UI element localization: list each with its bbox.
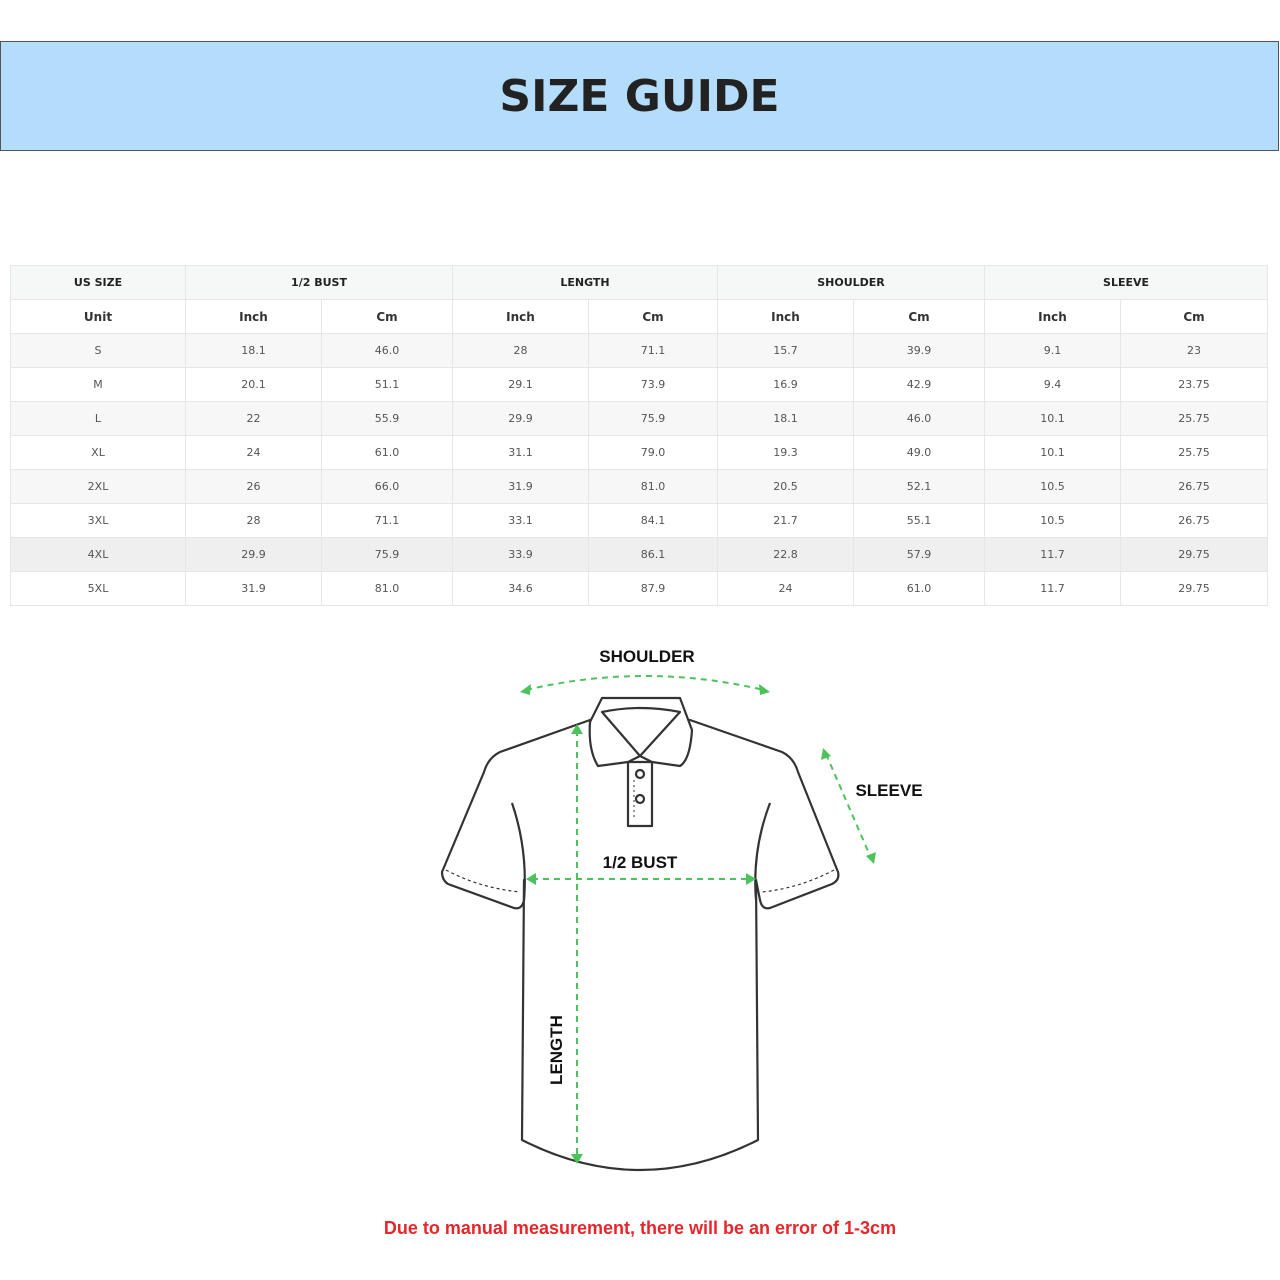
table-cell: 46.0 bbox=[852, 401, 986, 436]
unit-header: Unit bbox=[10, 299, 186, 334]
table-cell: 71.1 bbox=[588, 333, 718, 368]
shoulder-arrow bbox=[525, 675, 765, 691]
table-row: 3XL 28 71.1 33.1 84.1 21.7 55.1 10.5 26.75 bbox=[10, 503, 1269, 538]
title-banner: SIZE GUIDE bbox=[0, 41, 1279, 151]
table-row: 4XL 29.9 75.9 33.9 86.1 22.8 57.9 11.7 29.75 bbox=[10, 537, 1269, 572]
table-cell: 61.0 bbox=[321, 435, 453, 470]
table-cell: 75.9 bbox=[588, 401, 718, 436]
table-cell: 71.1 bbox=[321, 503, 453, 538]
measurement-note: Due to manual measurement, there will be… bbox=[383, 1218, 897, 1238]
table-cell: L bbox=[10, 401, 186, 436]
table-cell: 11.7 bbox=[984, 571, 1122, 606]
table-cell: 29.9 bbox=[452, 401, 589, 436]
table-cell: 39.9 bbox=[852, 333, 986, 368]
table-cell: 2XL bbox=[10, 469, 186, 504]
sleeve-label: SLEEVE bbox=[855, 781, 922, 800]
table-cell: S bbox=[10, 333, 186, 368]
table-cell: 75.9 bbox=[321, 537, 453, 572]
table-cell: 24 bbox=[717, 571, 854, 606]
table-cell: 24 bbox=[185, 435, 322, 470]
table-cell: 87.9 bbox=[588, 571, 718, 606]
table-cell: 3XL bbox=[10, 503, 186, 538]
unit-header: Cm bbox=[1120, 299, 1269, 334]
unit-header: Cm bbox=[852, 299, 986, 334]
group-header: LENGTH bbox=[452, 265, 718, 300]
table-row: S 18.1 46.0 28 71.1 15.7 39.9 9.1 23 bbox=[10, 333, 1269, 368]
table-cell: 29.75 bbox=[1120, 571, 1269, 606]
group-header-row: US SIZE 1/2 BUST LENGTH SHOULDER SLEEVE bbox=[10, 265, 1269, 300]
group-header: SHOULDER bbox=[716, 265, 986, 300]
table-cell: 20.5 bbox=[717, 469, 854, 504]
table-cell: 31.9 bbox=[185, 571, 322, 606]
table-cell: 4XL bbox=[10, 537, 186, 572]
size-table: US SIZE 1/2 BUST LENGTH SHOULDER SLEEVE Unit I… bbox=[10, 265, 1269, 606]
table-cell: 22 bbox=[185, 401, 322, 436]
table-cell: 66.0 bbox=[321, 469, 453, 504]
sleeve-arrow bbox=[825, 753, 872, 859]
group-header: SLEEVE bbox=[984, 265, 1269, 300]
table-cell: 55.1 bbox=[852, 503, 986, 538]
table-cell: 46.0 bbox=[321, 333, 453, 368]
table-row: 2XL 26 66.0 31.9 81.0 20.5 52.1 10.5 26.75 bbox=[10, 469, 1269, 504]
table-cell: 34.6 bbox=[452, 571, 589, 606]
group-header: 1/2 BUST bbox=[185, 265, 453, 300]
table-cell: 29.1 bbox=[452, 367, 589, 402]
table-cell: 84.1 bbox=[588, 503, 718, 538]
shirt-outline bbox=[440, 696, 840, 1172]
page-title: SIZE GUIDE bbox=[499, 70, 780, 122]
table-cell: 10.1 bbox=[984, 401, 1122, 436]
table-cell: 18.1 bbox=[717, 401, 854, 436]
table-cell: 11.7 bbox=[984, 537, 1122, 572]
table-cell: 26.75 bbox=[1120, 469, 1269, 504]
table-cell: 5XL bbox=[10, 571, 186, 606]
table-cell: 9.1 bbox=[984, 333, 1122, 368]
table-row: L 22 55.9 29.9 75.9 18.1 46.0 10.1 25.75 bbox=[10, 401, 1269, 436]
length-label: LENGTH bbox=[547, 1015, 566, 1085]
table-cell: 22.8 bbox=[717, 537, 854, 572]
table-row: XL 24 61.0 31.1 79.0 19.3 49.0 10.1 25.75 bbox=[10, 435, 1269, 470]
table-cell: 52.1 bbox=[852, 469, 986, 504]
table-cell: 28 bbox=[452, 333, 589, 368]
table-cell: 28 bbox=[185, 503, 322, 538]
arrow-heads bbox=[520, 684, 876, 1164]
table-cell: 61.0 bbox=[852, 571, 986, 606]
unit-header: Cm bbox=[321, 299, 453, 334]
shoulder-label: SHOULDER bbox=[599, 647, 694, 666]
bust-label: 1/2 BUST bbox=[603, 853, 678, 872]
table-cell: 73.9 bbox=[588, 367, 718, 402]
table-row: 5XL 31.9 81.0 34.6 87.9 24 61.0 11.7 29.75 bbox=[10, 571, 1269, 606]
table-cell: 26 bbox=[185, 469, 322, 504]
table-cell: 26.75 bbox=[1120, 503, 1269, 538]
measurement-arrows bbox=[525, 675, 872, 1158]
table-cell: 25.75 bbox=[1120, 435, 1269, 470]
table-cell: 9.4 bbox=[984, 367, 1122, 402]
table-cell: 21.7 bbox=[717, 503, 854, 538]
unit-header-row: Unit Inch Cm Inch Cm Inch Cm Inch Cm bbox=[10, 299, 1269, 334]
table-cell: 55.9 bbox=[321, 401, 453, 436]
table-cell: 23 bbox=[1120, 333, 1269, 368]
table-cell: 29.75 bbox=[1120, 537, 1269, 572]
table-cell: 23.75 bbox=[1120, 367, 1269, 402]
table-cell: 33.9 bbox=[452, 537, 589, 572]
table-cell: 18.1 bbox=[185, 333, 322, 368]
table-cell: 57.9 bbox=[852, 537, 986, 572]
table-cell: 15.7 bbox=[717, 333, 854, 368]
